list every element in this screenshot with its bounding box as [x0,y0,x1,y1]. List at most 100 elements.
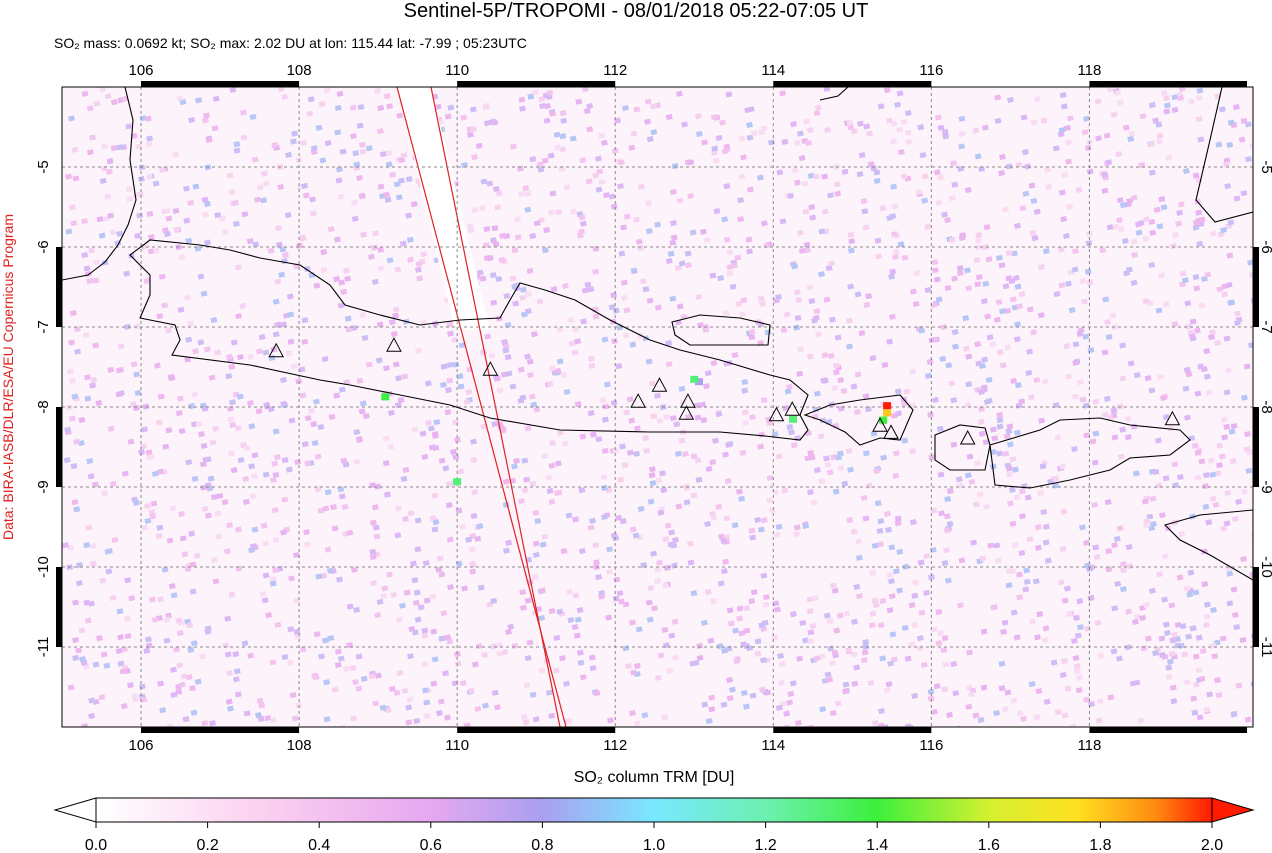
noise-pixel [175,688,183,695]
noise-pixel [1119,342,1127,349]
noise-pixel [1114,89,1122,96]
colorbar-tick-label: 0.6 [420,837,442,853]
noise-pixel [1079,278,1087,285]
noise-pixel [1235,682,1243,689]
noise-pixel [814,104,822,111]
noise-pixel [806,608,814,615]
noise-pixel [1240,190,1248,197]
noise-pixel [504,354,512,361]
noise-pixel [249,493,257,500]
noise-pixel [734,254,742,261]
noise-pixel [307,96,315,103]
noise-pixel [1165,664,1173,671]
noise-pixel [1005,249,1013,257]
noise-pixel [556,608,564,615]
noise-pixel [944,284,952,292]
noise-pixel [1095,135,1103,142]
noise-pixel [338,386,346,393]
noise-pixel [469,106,477,113]
noise-pixel [1031,235,1039,242]
noise-pixel [778,660,786,667]
noise-pixel [320,249,328,256]
noise-pixel [999,308,1006,315]
noise-pixel [1176,473,1184,481]
noise-pixel [851,680,859,687]
noise-pixel [1106,87,1114,93]
noise-pixel [704,588,712,595]
noise-pixel [850,383,858,390]
noise-pixel [1169,684,1177,691]
noise-pixel [470,438,478,445]
y-tick-label: -9 [35,480,52,493]
noise-pixel [1212,501,1220,508]
noise-pixel [291,715,299,722]
noise-pixel [1005,582,1013,589]
noise-pixel [708,694,716,701]
noise-pixel [374,87,382,94]
noise-pixel [996,349,1004,356]
marks-layer [268,337,1181,486]
swath-edge [396,87,567,727]
noise-pixel [1230,711,1238,718]
noise-pixel [90,376,98,383]
noise-pixel [143,277,151,285]
noise-pixel [465,388,473,395]
noise-pixel [524,425,532,432]
colorbar-tick-label: 0.8 [531,837,553,853]
noise-pixel [63,457,71,464]
noise-pixel [935,640,943,647]
noise-pixel [424,380,432,387]
noise-pixel [471,489,479,496]
noise-pixel [1176,574,1184,581]
noise-pixel [758,686,766,693]
noise-pixel [390,331,398,338]
noise-pixel [889,268,897,275]
noise-pixel [1201,581,1209,588]
noise-pixel [818,271,825,278]
noise-pixel [299,392,307,399]
noise-pixel [547,209,555,216]
noise-pixel [877,722,885,727]
noise-pixel [147,248,155,255]
noise-pixel [1205,519,1213,526]
noise-pixel [592,559,600,566]
noise-pixel [241,640,249,647]
noise-pixel [622,601,630,608]
noise-pixel [1247,259,1253,266]
noise-pixel [1096,697,1104,705]
noise-pixel [1196,714,1204,721]
noise-pixel [665,361,673,368]
noise-pixel [353,428,361,436]
noise-pixel [1144,635,1152,642]
noise-pixel [1209,230,1217,237]
noise-pixel [1192,219,1200,226]
noise-pixel [592,172,600,179]
noise-pixel [743,605,751,612]
noise-pixel [544,103,552,110]
noise-pixel [897,241,905,248]
noise-pixel [438,571,446,578]
noise-pixel [1178,531,1186,538]
noise-pixel [274,278,282,285]
noise-pixel [309,196,317,203]
noise-pixel [352,150,360,157]
noise-pixel [853,664,861,671]
noise-pixel [937,471,945,478]
noise-pixel [938,510,946,517]
noise-pixel [258,702,266,709]
noise-pixel [819,706,827,713]
noise-pixel [144,115,152,122]
noise-pixel [1116,216,1123,224]
noise-pixel [661,626,669,633]
noise-pixel [1198,675,1206,682]
noise-pixel [948,236,956,243]
noise-pixel [993,709,1001,717]
noise-pixel [343,378,351,386]
noise-pixel [569,135,577,142]
noise-pixel [1006,441,1014,448]
noise-pixel [262,180,270,187]
frame-bar [56,247,62,327]
noise-pixel [1211,653,1219,660]
noise-pixel [533,406,541,413]
noise-pixel [579,674,587,681]
